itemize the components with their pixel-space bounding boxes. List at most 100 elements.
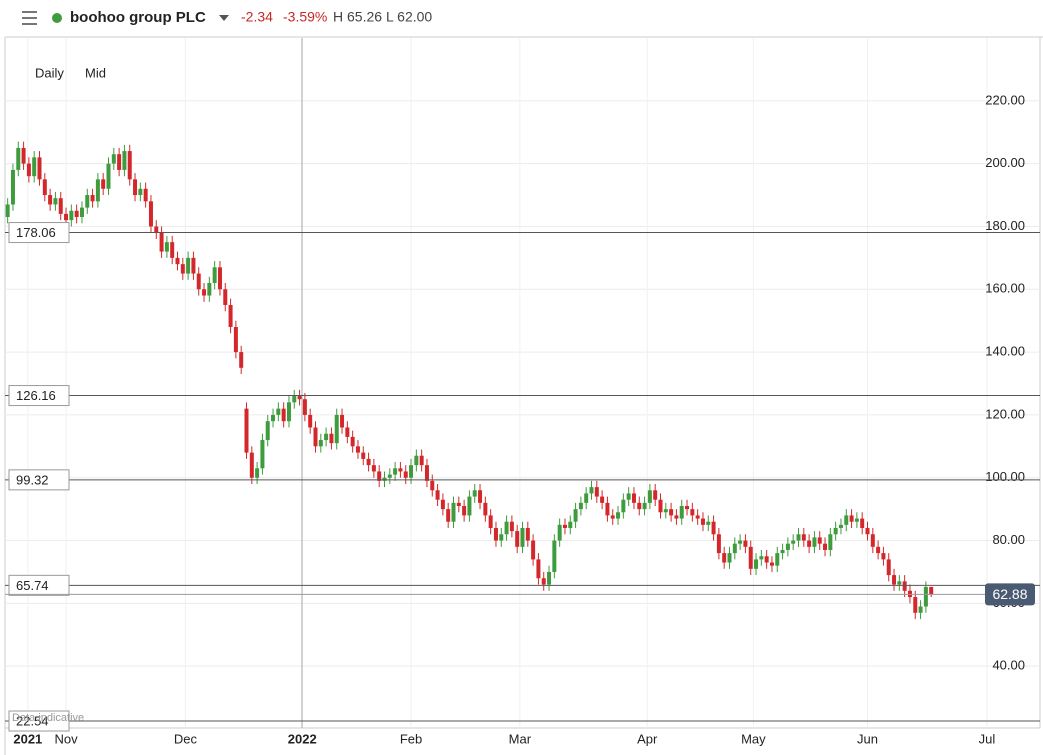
candle-body <box>159 232 164 252</box>
candle-body <box>833 527 838 535</box>
candle-body <box>271 414 276 422</box>
candle-body <box>690 509 695 516</box>
candle-body <box>658 499 663 513</box>
level-label-box <box>8 574 70 596</box>
candle-body <box>297 396 302 400</box>
candle-body <box>536 559 541 579</box>
menu-icon[interactable] <box>22 11 37 25</box>
candle-body <box>685 505 690 510</box>
candle-body <box>133 179 138 196</box>
interval-button[interactable]: Daily <box>35 65 64 80</box>
candle-body <box>892 575 897 585</box>
candle-body <box>706 521 711 525</box>
candle-body <box>775 553 780 566</box>
candle-body <box>472 490 477 497</box>
candle-body <box>286 402 291 422</box>
last-price-badge <box>985 583 1035 606</box>
candle-body <box>743 540 748 547</box>
candle-body <box>355 446 360 453</box>
candle-body <box>398 468 403 472</box>
candle-body <box>456 502 461 506</box>
candle-body <box>568 521 573 528</box>
x-tick-label: Jun <box>857 731 878 746</box>
candle-body <box>233 326 238 353</box>
candle-body <box>738 540 743 544</box>
candle-body <box>387 474 392 478</box>
low: L 62.00 <box>386 9 432 25</box>
candle-body <box>302 399 307 415</box>
candle-body <box>769 562 774 566</box>
candle-body <box>801 534 806 541</box>
candle-body <box>547 571 552 585</box>
candle-body <box>589 487 594 494</box>
candle-body <box>716 534 721 554</box>
candle-body <box>653 490 658 500</box>
candle-body <box>170 242 175 258</box>
candle-body <box>881 553 886 560</box>
candle-body <box>844 515 849 525</box>
candle-body <box>79 207 84 218</box>
candle-body <box>918 606 923 613</box>
candle-body <box>467 496 472 516</box>
candle-body <box>748 546 753 569</box>
candle-body <box>419 455 424 466</box>
candle-body <box>493 527 498 541</box>
candle-body <box>499 534 504 541</box>
candle-body <box>5 204 10 218</box>
candle-body <box>260 440 265 469</box>
x-tick-label: 2021 <box>13 731 42 746</box>
candle-body <box>531 540 536 560</box>
candle-body <box>647 490 652 503</box>
candle-body <box>812 537 817 547</box>
candle-body <box>929 586 934 595</box>
candle-body <box>249 452 254 478</box>
candle-body <box>217 267 222 290</box>
candle-body <box>16 147 21 170</box>
candle-body <box>578 502 583 510</box>
candle-body <box>154 226 159 233</box>
candle-body <box>281 408 286 422</box>
dropdown-arrow[interactable] <box>219 15 229 21</box>
candle-body <box>64 213 69 221</box>
candle-body <box>913 597 918 613</box>
candle-body <box>223 289 228 305</box>
candle-body <box>265 421 270 441</box>
candle-body <box>164 242 169 252</box>
candle-body <box>180 264 185 274</box>
candle-body <box>255 468 260 478</box>
candle-body <box>520 527 525 547</box>
candle-body <box>435 490 440 500</box>
candle-body <box>324 433 329 441</box>
candle-body <box>382 477 387 481</box>
change: -2.34 <box>241 9 273 25</box>
candle-body <box>117 154 122 170</box>
candle-body <box>854 518 859 522</box>
y-tick-label: 120.00 <box>985 406 1025 421</box>
candle-body <box>876 546 881 554</box>
candle-body <box>212 267 217 283</box>
candle-body <box>37 157 42 180</box>
candle-body <box>244 408 249 453</box>
candle-body <box>207 282 212 296</box>
candle-body <box>754 559 759 569</box>
candle-body <box>807 540 812 547</box>
candle-body <box>377 471 382 481</box>
candle-body <box>239 352 244 368</box>
watermark: Data indicative <box>12 712 84 724</box>
instrument-name[interactable]: boohoo group PLC <box>70 9 206 26</box>
overlay: 40.0060.0080.00100.00120.00140.00160.001… <box>5 92 1040 746</box>
x-tick-label: Mar <box>509 731 532 746</box>
candle-body <box>562 524 567 528</box>
candle-body <box>196 273 201 290</box>
candle-body <box>669 509 674 516</box>
candle-body <box>722 553 727 563</box>
level-label-box <box>8 385 70 407</box>
price-type-button[interactable]: Mid <box>85 65 106 80</box>
candle-body <box>621 499 626 513</box>
x-tick-label: Jul <box>979 731 996 746</box>
candle-body <box>791 540 796 544</box>
candle-body <box>674 515 679 519</box>
candle-body <box>902 581 907 591</box>
y-tick-label: 140.00 <box>985 344 1025 359</box>
level-label: 99.32 <box>16 472 49 487</box>
